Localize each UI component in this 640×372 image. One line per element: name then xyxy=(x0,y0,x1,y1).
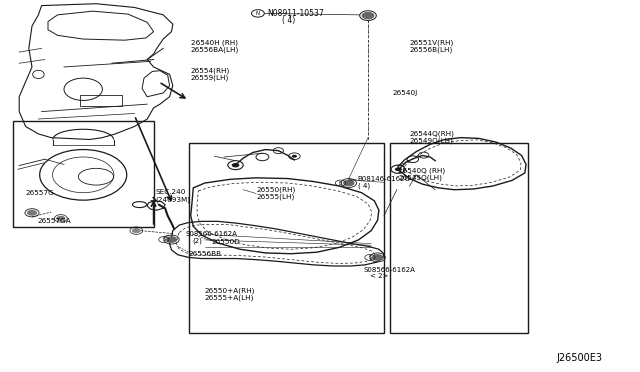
Bar xyxy=(189,143,384,333)
Bar xyxy=(13,121,154,227)
Text: 26540J: 26540J xyxy=(393,90,418,96)
Circle shape xyxy=(372,254,383,261)
Text: 26557G: 26557G xyxy=(26,190,54,196)
Text: 26555(LH): 26555(LH) xyxy=(256,193,294,200)
Text: 26540H (RH): 26540H (RH) xyxy=(191,39,237,46)
Text: 26550(RH): 26550(RH) xyxy=(256,186,295,193)
Text: ( 4): ( 4) xyxy=(282,16,295,25)
Circle shape xyxy=(232,163,239,167)
Circle shape xyxy=(395,167,401,171)
Text: 26559(LH): 26559(LH) xyxy=(191,74,229,81)
Text: (2): (2) xyxy=(192,237,202,244)
Text: S: S xyxy=(163,237,165,242)
Circle shape xyxy=(27,210,37,216)
Circle shape xyxy=(292,155,297,158)
Text: 26550D: 26550D xyxy=(211,239,240,245)
Circle shape xyxy=(166,236,177,243)
Text: N: N xyxy=(256,11,260,16)
Text: S08566-6162A: S08566-6162A xyxy=(364,267,415,273)
Text: 26540Q (RH): 26540Q (RH) xyxy=(398,168,445,174)
Text: 26551V(RH): 26551V(RH) xyxy=(410,39,454,46)
Text: (24093M): (24093M) xyxy=(156,196,191,203)
Text: SEC.240: SEC.240 xyxy=(156,189,186,195)
Circle shape xyxy=(56,216,65,221)
Text: B08146-6162G: B08146-6162G xyxy=(357,176,410,182)
Text: N08911-10537: N08911-10537 xyxy=(268,9,324,18)
Circle shape xyxy=(132,228,141,233)
Text: 26554(RH): 26554(RH) xyxy=(191,67,230,74)
Text: B: B xyxy=(339,180,342,186)
Text: 26556B(LH): 26556B(LH) xyxy=(410,46,453,53)
Text: 26545Q(LH): 26545Q(LH) xyxy=(398,175,442,182)
Text: 26550+A(RH): 26550+A(RH) xyxy=(205,288,255,294)
Text: 26557GA: 26557GA xyxy=(37,218,71,224)
Text: 26549Q(LH): 26549Q(LH) xyxy=(410,138,454,144)
Circle shape xyxy=(362,12,374,19)
Bar xyxy=(80,95,122,106)
Text: 26555+A(LH): 26555+A(LH) xyxy=(205,294,254,301)
Text: J26500E3: J26500E3 xyxy=(557,353,603,363)
Text: S: S xyxy=(369,255,371,260)
Circle shape xyxy=(343,180,355,186)
Text: < 2>: < 2> xyxy=(370,273,388,279)
Text: 26556BB: 26556BB xyxy=(189,251,222,257)
Text: ( 4): ( 4) xyxy=(358,183,371,189)
Text: 26544Q(RH): 26544Q(RH) xyxy=(410,131,454,137)
Text: 26556BA(LH): 26556BA(LH) xyxy=(191,46,239,53)
Bar xyxy=(390,143,528,333)
Text: S08566-6162A: S08566-6162A xyxy=(186,231,237,237)
